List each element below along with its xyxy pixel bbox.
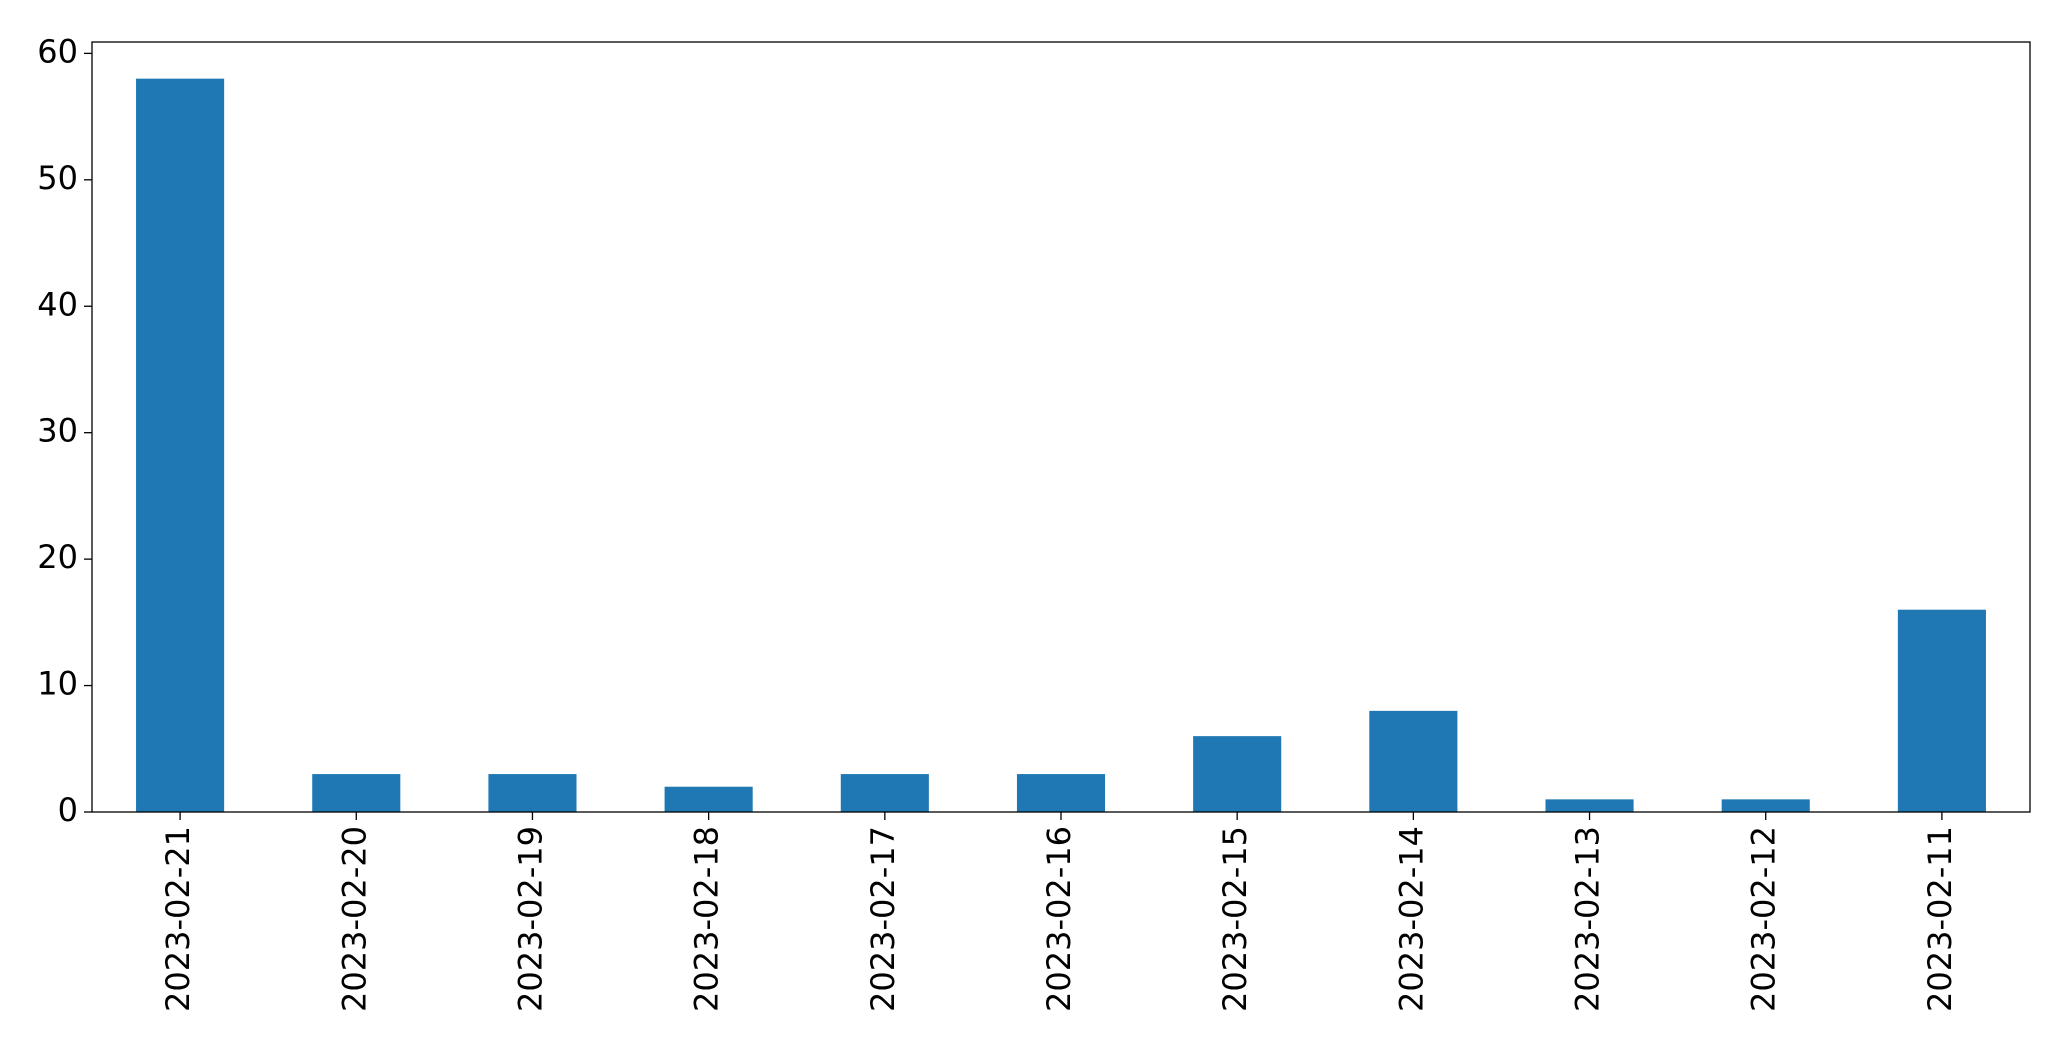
y-tick-label: 10 <box>37 665 78 703</box>
x-tick-label: 2023-02-19 <box>511 826 549 1012</box>
y-tick-label: 30 <box>37 412 78 450</box>
bar <box>664 786 753 812</box>
x-tick-label: 2023-02-12 <box>1745 826 1783 1012</box>
y-tick-label: 0 <box>58 791 78 829</box>
x-tick-label: 2023-02-15 <box>1216 826 1254 1012</box>
y-tick-label: 40 <box>37 285 78 323</box>
x-tick-label: 2023-02-14 <box>1392 826 1430 1012</box>
bar <box>136 78 225 812</box>
x-tick-label: 2023-02-11 <box>1921 826 1959 1012</box>
x-tick-label: 2023-02-17 <box>864 826 902 1012</box>
bar <box>1369 710 1458 812</box>
bar <box>1545 799 1634 812</box>
bar <box>1721 799 1810 812</box>
bar <box>1897 609 1986 812</box>
x-tick-label: 2023-02-16 <box>1040 826 1078 1012</box>
bar <box>840 774 929 812</box>
bar <box>1016 774 1106 812</box>
x-tick-label: 2023-02-21 <box>159 826 197 1012</box>
y-tick-label: 60 <box>37 32 78 70</box>
x-tick-label: 2023-02-20 <box>335 826 373 1012</box>
bar <box>1193 736 1282 812</box>
plot-frame <box>91 41 2031 813</box>
y-tick-label: 50 <box>37 159 78 197</box>
y-tick-label: 20 <box>37 538 78 576</box>
bar <box>312 774 401 812</box>
x-tick-label: 2023-02-18 <box>688 826 726 1012</box>
bar <box>488 774 577 812</box>
x-tick-label: 2023-02-13 <box>1569 826 1607 1012</box>
